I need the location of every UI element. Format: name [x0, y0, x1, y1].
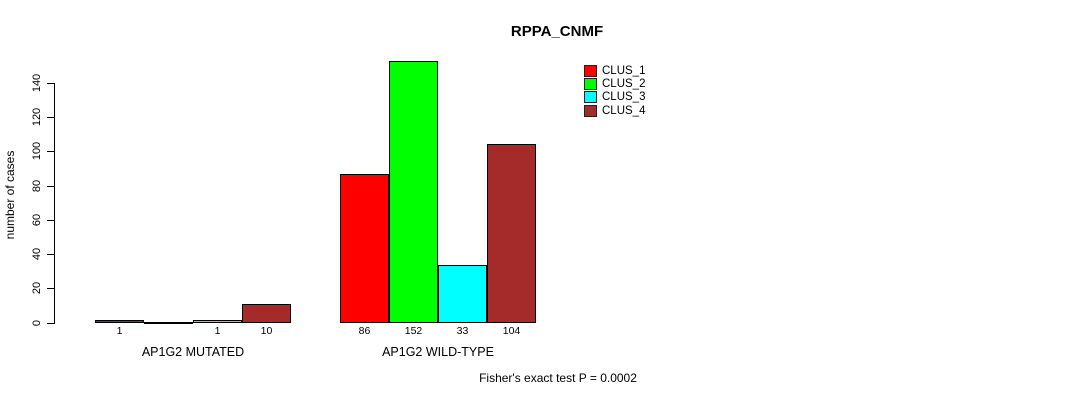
y-tick-label: 100: [31, 142, 43, 161]
bar-clus_4-group2: [487, 143, 536, 324]
bar-count-label: 33: [456, 325, 469, 337]
y-axis-line: [54, 83, 55, 324]
bar-clus_3-group1: [193, 319, 242, 324]
fisher-test-annotation: Fisher's exact test P = 0.0002: [479, 371, 637, 385]
bar-clus_1-group1: [95, 319, 144, 324]
bar-clus_2-group2: [389, 61, 438, 324]
legend-item-clus_2: CLUS_2: [584, 77, 646, 91]
bar-count-label: 10: [260, 325, 273, 337]
legend-label: CLUS_4: [602, 104, 646, 117]
legend-item-clus_3: CLUS_3: [584, 91, 645, 104]
legend-item-clus_4: CLUS_4: [584, 104, 645, 117]
y-axis-tick: [47, 151, 54, 153]
y-tick-label: 140: [31, 73, 43, 93]
legend: CLUS_1 CLUS_2 CLUS_3 CLUS_4: [584, 64, 645, 118]
y-axis-tick: [47, 288, 54, 290]
legend-swatch-clus_1: [584, 64, 597, 77]
legend-label: CLUS_3: [602, 91, 646, 104]
legend-swatch-clus_3: [584, 91, 597, 104]
x-category-label: AP1G2 MUTATED: [141, 345, 245, 359]
y-axis-tick: [47, 219, 54, 221]
legend-swatch-clus_2: [584, 78, 597, 91]
legend-item-clus_1: CLUS_1: [584, 64, 645, 77]
legend-label: CLUS_2: [602, 78, 646, 91]
legend-swatch-clus_4: [584, 104, 597, 117]
y-tick-label: 0: [31, 319, 43, 326]
x-category-label: AP1G2 WILD-TYPE: [382, 345, 494, 359]
bar-clus_2-group1: [144, 321, 193, 324]
y-axis-tick: [47, 117, 54, 119]
y-axis-tick: [47, 322, 54, 324]
y-tick-label: 60: [31, 213, 43, 226]
bar-clus_4-group1: [242, 304, 291, 324]
y-tick-label: 20: [31, 282, 43, 295]
y-tick-label: 120: [31, 108, 43, 127]
bar-count-label: 104: [502, 325, 521, 337]
y-tick-label: 80: [31, 179, 43, 192]
bar-clus_3-group2: [438, 265, 487, 324]
y-axis-tick: [47, 185, 54, 187]
bar-count-label: 1: [214, 325, 221, 337]
bar-clus_1-group2: [340, 174, 389, 324]
y-axis-tick: [47, 254, 54, 256]
y-axis-label: number of cases: [3, 150, 17, 240]
bar-count-label: 86: [358, 325, 371, 337]
y-axis-tick: [47, 83, 54, 84]
y-tick-label: 40: [31, 247, 43, 261]
bar-count-label: 152: [404, 325, 423, 337]
bar-count-label: 1: [116, 325, 123, 337]
chart-title: RPPA_CNMF: [510, 23, 604, 40]
legend-label: CLUS_1: [602, 64, 646, 77]
